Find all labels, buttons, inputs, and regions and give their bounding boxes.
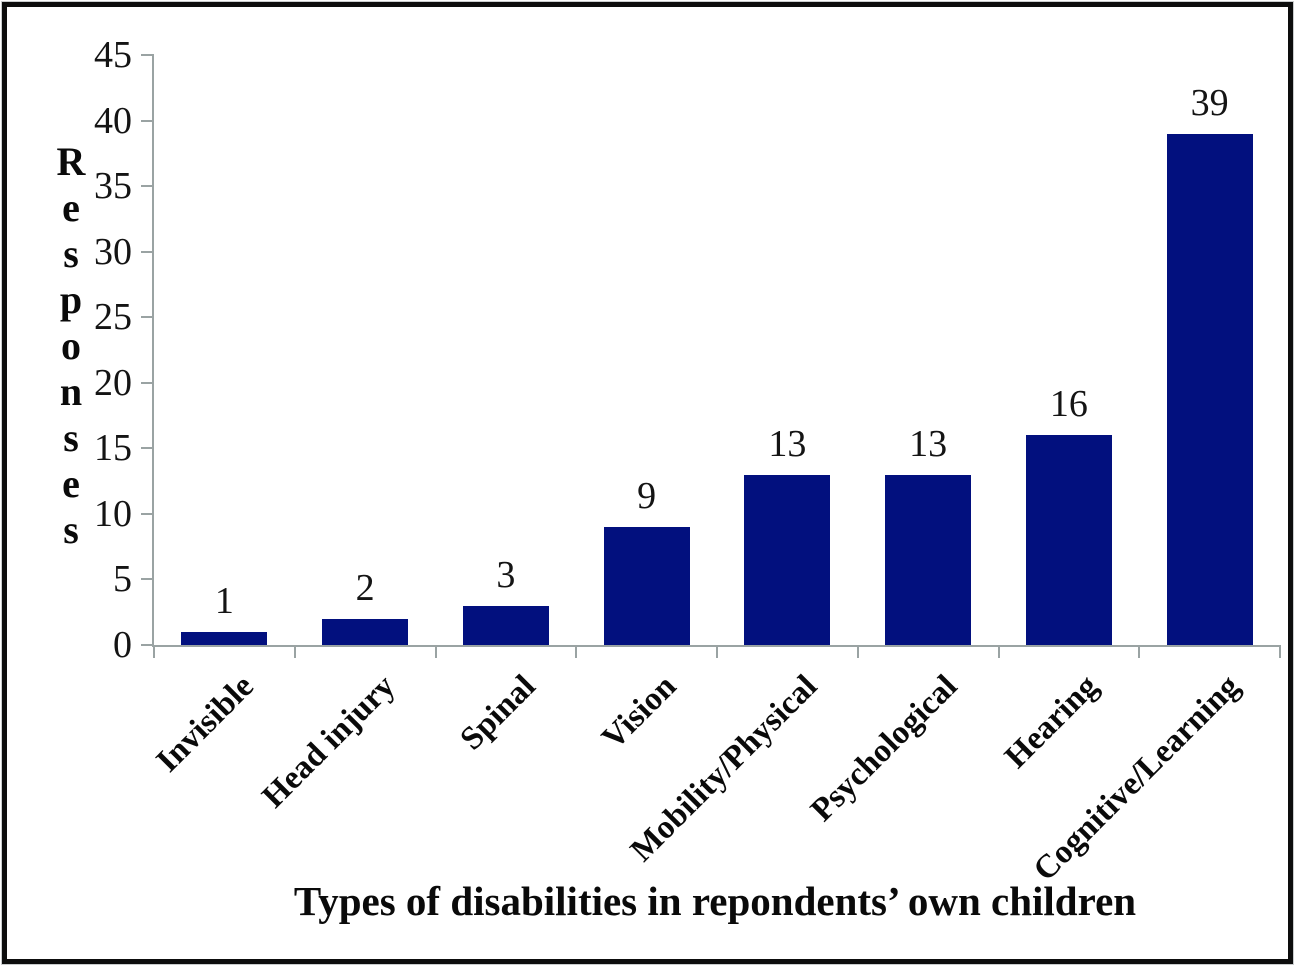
y-tick-label: 35 [94,165,132,208]
y-tick-mark [141,54,154,56]
y-axis-title-letter: e [62,461,80,506]
bar [603,527,690,645]
y-tick-label: 40 [94,99,132,142]
plot-area: 0 5 10 15 20 25 30 35 40 45 1 Invisible 2 Head injur… [94,36,1281,888]
y-tick-label: 15 [94,427,132,470]
y-tick-label: 10 [94,492,132,535]
x-tick-label: Head injury [255,668,402,815]
bar-group: 39 Cognitive/Learning [1026,55,1280,888]
y-axis: 0 5 10 15 20 25 30 35 40 45 [94,36,1280,664]
x-tick-mark [575,645,578,658]
y-axis-title-letter: o [61,323,81,368]
y-axis-title-letter: s [63,231,79,276]
bar [744,474,831,645]
bar [885,474,972,645]
bar-value-label: 16 [1049,383,1088,426]
x-tick-mark [153,645,155,658]
bar-value-label: 9 [637,475,657,517]
y-tick-mark [141,316,154,319]
y-tick-label: 0 [113,624,132,666]
x-tick-mark [716,645,718,658]
y-tick-mark [141,250,154,253]
x-tick-label: Vision [595,668,684,757]
bar [181,631,268,645]
y-axis-title-letter: n [59,369,83,414]
y-axis-title-letter: s [63,415,79,460]
x-tick-mark [997,645,1000,658]
bar-value-label: 3 [496,553,516,596]
y-axis-title-letter: s [63,507,79,552]
y-tick-mark [141,512,154,515]
x-tick-mark [1279,645,1281,658]
y-tick-label: 45 [94,34,132,76]
y-tick-mark [141,644,154,646]
y-tick-label: 30 [94,230,132,273]
y-tick-mark [141,447,154,450]
y-tick-label: 25 [94,296,132,339]
y-tick-label: 20 [94,361,132,404]
bar-group: 9 Vision [576,55,717,756]
x-tick-label: Spinal [453,668,543,758]
y-tick-label: 5 [113,558,132,601]
y-axis-title-letter: p [59,277,83,322]
bar [462,605,549,645]
y-tick-mark [141,381,154,384]
x-tick-mark [856,645,859,658]
x-tick-mark [293,645,296,658]
x-tick-mark [1138,645,1141,658]
x-tick-label: Psychological [804,668,965,829]
x-tick-label: Hearing [998,668,1106,776]
bar-value-label: 1 [214,579,234,622]
x-tick-label: Invisible [150,668,262,780]
bar-value-label: 39 [1190,81,1229,124]
x-tick-mark [434,645,437,658]
x-axis [153,55,1281,658]
y-tick-mark [141,578,154,581]
bars: 1 Invisible 2 Head injury 3 Spinal 9 Vision 13 Mo… [150,55,1280,888]
bar [1025,435,1112,645]
y-axis-title-letter: e [62,185,80,230]
bar [322,618,409,645]
y-tick-mark [141,119,154,122]
bar-group: 13 Mobility/Physical [624,55,858,869]
x-axis-title: Types of disabilities in repondents’ own… [293,878,1137,924]
bar [1166,133,1253,645]
bar-value-label: 13 [768,422,807,465]
bar-group: 3 Spinal [436,55,577,757]
bar-value-label: 2 [355,566,375,609]
y-tick-mark [141,185,154,188]
bar-group: 16 Hearing [999,55,1140,775]
bar-group: 1 Invisible [150,55,295,779]
y-axis-title-letter: R [56,139,86,184]
bar-value-label: 13 [909,422,948,465]
bar-group: 2 Head injury [255,55,436,815]
bar-group: 13 Psychological [805,55,999,829]
